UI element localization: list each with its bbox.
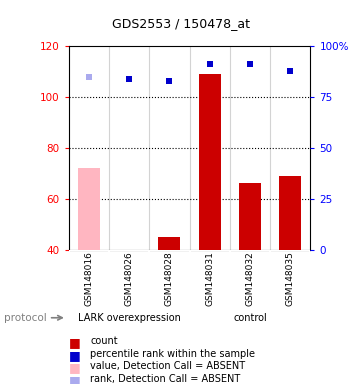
Point (207, 61, 213, 68)
Text: protocol: protocol (4, 313, 46, 323)
Text: GSM148028: GSM148028 (165, 251, 174, 306)
Point (166, 78, 172, 84)
Text: count: count (90, 336, 118, 346)
Text: percentile rank within the sample: percentile rank within the sample (90, 349, 255, 359)
Text: ■: ■ (69, 361, 81, 374)
Text: ■: ■ (69, 349, 81, 362)
Text: GSM148032: GSM148032 (245, 251, 255, 306)
Text: GSM148026: GSM148026 (125, 251, 134, 306)
Text: rank, Detection Call = ABSENT: rank, Detection Call = ABSENT (90, 374, 240, 384)
Text: GDS2553 / 150478_at: GDS2553 / 150478_at (112, 17, 249, 30)
Bar (158, 237, 180, 250)
Text: GSM148016: GSM148016 (84, 251, 93, 306)
Text: LARK overexpression: LARK overexpression (78, 313, 180, 323)
Bar (78, 168, 100, 250)
Text: control: control (233, 313, 267, 323)
Text: ■: ■ (69, 374, 81, 384)
Bar (279, 176, 301, 250)
Text: value, Detection Call = ABSENT: value, Detection Call = ABSENT (90, 361, 245, 371)
Text: ■: ■ (69, 336, 81, 349)
Point (126, 76, 132, 82)
Bar (199, 74, 221, 250)
Bar (239, 184, 261, 250)
Point (247, 61, 253, 68)
Point (287, 68, 293, 74)
Point (86, 74, 92, 80)
Text: GSM148035: GSM148035 (286, 251, 295, 306)
Text: GSM148031: GSM148031 (205, 251, 214, 306)
